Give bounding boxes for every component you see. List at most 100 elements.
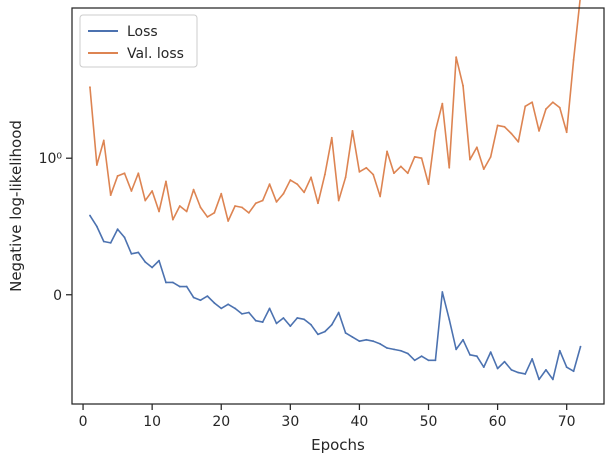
data-point-val-loss: [372, 173, 375, 176]
data-point-loss: [330, 323, 333, 326]
data-point-val-loss: [310, 176, 312, 179]
data-point-val-loss: [206, 216, 209, 218]
data-point-val-loss: [303, 191, 306, 194]
data-point-loss: [434, 359, 437, 362]
data-point-loss: [551, 378, 554, 381]
data-point-val-loss: [510, 132, 513, 135]
data-point-loss: [123, 236, 126, 239]
data-point-loss: [427, 359, 430, 362]
data-point-loss: [165, 281, 167, 284]
data-point-val-loss: [406, 172, 409, 175]
series-layer: [89, 0, 582, 381]
data-point-val-loss: [109, 194, 112, 196]
data-point-loss: [413, 359, 416, 362]
data-point-loss: [234, 307, 236, 310]
plot-frame: [71, 7, 605, 405]
x-tick-label: 70: [558, 414, 576, 430]
data-point-val-loss: [531, 101, 534, 104]
data-point-loss: [344, 332, 347, 334]
data-point-val-loss: [503, 125, 506, 128]
data-point-val-loss: [365, 166, 368, 169]
data-point-loss: [171, 281, 174, 284]
data-point-loss: [144, 261, 147, 263]
data-point-loss: [482, 366, 485, 369]
x-axis-label: Epochs: [311, 436, 365, 454]
data-point-val-loss: [448, 166, 451, 169]
data-point-val-loss: [282, 192, 285, 195]
data-point-val-loss: [351, 130, 354, 132]
data-point-loss: [116, 228, 119, 231]
data-point-loss: [178, 285, 181, 288]
data-point-loss: [282, 317, 285, 319]
data-point-loss: [310, 323, 312, 326]
data-point-loss: [275, 322, 278, 325]
data-point-loss: [558, 349, 561, 352]
data-point-loss: [565, 366, 568, 369]
data-point-val-loss: [572, 58, 575, 61]
series-line-val-loss: [89, 0, 581, 222]
x-tick-label: 30: [281, 414, 299, 430]
y-tick-label: 0: [53, 288, 62, 304]
data-point-loss: [254, 319, 257, 322]
data-point-loss: [192, 296, 195, 299]
data-point-loss: [441, 291, 444, 293]
data-point-val-loss: [102, 139, 105, 142]
data-point-loss: [317, 333, 319, 336]
data-point-loss: [261, 321, 264, 323]
data-point-val-loss: [379, 195, 382, 198]
data-point-val-loss: [123, 172, 126, 175]
data-point-val-loss: [151, 190, 154, 192]
data-point-val-loss: [171, 218, 174, 221]
x-tick-label: 50: [420, 414, 438, 430]
data-point-loss: [268, 307, 271, 310]
data-point-val-loss: [220, 192, 223, 195]
data-point-val-loss: [545, 108, 547, 110]
data-point-val-loss: [337, 199, 340, 202]
data-point-val-loss: [393, 172, 395, 175]
data-point-loss: [303, 318, 306, 321]
data-point-loss: [241, 312, 243, 315]
data-point-loss: [372, 340, 375, 343]
data-point-loss: [579, 345, 582, 348]
x-tick-label: 20: [212, 414, 230, 430]
data-point-val-loss: [144, 199, 147, 202]
data-point-val-loss: [261, 199, 264, 202]
data-point-val-loss: [234, 205, 236, 207]
data-point-loss: [406, 352, 409, 355]
data-point-loss: [109, 241, 112, 244]
data-point-loss: [469, 353, 471, 356]
legend: Loss Val. loss: [79, 14, 198, 68]
data-point-val-loss: [496, 124, 499, 127]
data-point-loss: [137, 251, 140, 254]
data-point-loss: [545, 368, 547, 371]
y-axis-label: Negative log-likelihood: [7, 120, 25, 292]
y-ticks: 0 10⁰: [39, 151, 72, 304]
data-point-val-loss: [475, 146, 478, 149]
data-point-val-loss: [558, 106, 561, 109]
data-point-loss: [510, 368, 513, 371]
data-point-val-loss: [317, 202, 319, 205]
data-point-val-loss: [192, 188, 195, 191]
data-point-val-loss: [538, 130, 540, 132]
data-point-val-loss: [551, 101, 554, 104]
data-point-val-loss: [268, 183, 271, 186]
data-point-loss: [289, 325, 292, 328]
data-point-val-loss: [241, 206, 243, 209]
data-point-val-loss: [158, 210, 160, 213]
data-point-val-loss: [517, 140, 520, 143]
data-point-val-loss: [462, 84, 464, 87]
x-ticks: 0 10 20 30 40 50 60 70: [79, 404, 576, 430]
data-point-loss: [337, 311, 340, 314]
data-point-val-loss: [469, 158, 471, 161]
data-point-loss: [247, 311, 250, 314]
data-point-val-loss: [185, 210, 188, 213]
data-point-val-loss: [482, 168, 485, 171]
data-point-loss: [399, 349, 402, 352]
data-point-val-loss: [247, 211, 250, 214]
data-point-val-loss: [344, 176, 347, 179]
data-point-loss: [572, 370, 575, 373]
data-point-loss: [323, 330, 326, 333]
data-point-val-loss: [413, 155, 416, 158]
data-point-loss: [220, 307, 223, 310]
